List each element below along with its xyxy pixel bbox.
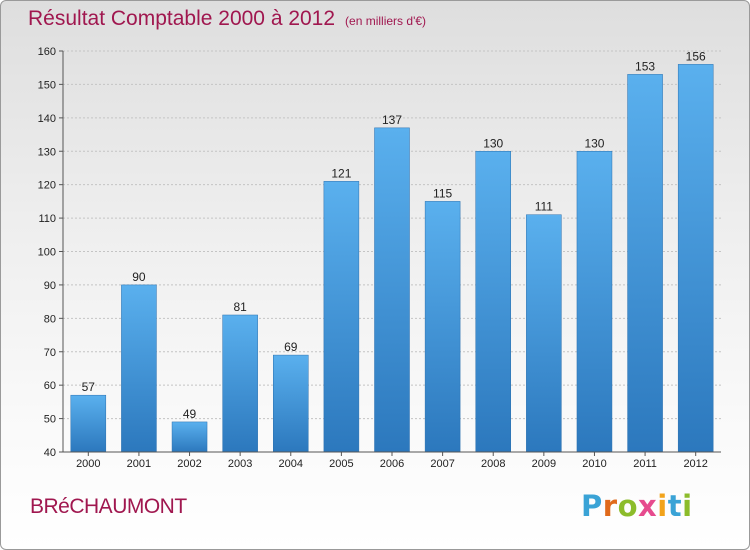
proxiti-logo: Proxiti xyxy=(581,489,693,523)
x-tick-label: 2003 xyxy=(228,458,252,470)
y-axis: 40 50 60 70 80 90 100 110 120 130 140 150 160 xyxy=(38,46,64,459)
y-tick-label: 70 xyxy=(44,347,56,359)
bar-2012 xyxy=(677,64,714,453)
x-tick-label: 2005 xyxy=(329,458,353,470)
bar-2008 xyxy=(475,151,511,453)
value-label: 137 xyxy=(382,113,402,127)
value-label: 121 xyxy=(331,166,351,180)
y-tick-label: 90 xyxy=(44,280,56,292)
value-label: 69 xyxy=(284,340,298,354)
value-label: 153 xyxy=(635,59,655,73)
x-axis: 2000 2001 2002 2003 2004 2005 2006 2007 2008 2009… xyxy=(63,451,721,470)
y-tick-label: 120 xyxy=(38,180,56,192)
value-label: 81 xyxy=(233,300,247,314)
x-tick-label: 2002 xyxy=(177,458,201,470)
logo-letter: i xyxy=(682,489,693,523)
bar-2005 xyxy=(323,181,360,453)
x-tick-label: 2007 xyxy=(430,458,454,470)
bar-2009 xyxy=(526,214,562,453)
x-tick-label: 2000 xyxy=(76,458,100,470)
value-label: 156 xyxy=(686,49,706,63)
x-tick-label: 2006 xyxy=(380,458,404,470)
bar-2002 xyxy=(171,421,208,453)
y-tick-label: 80 xyxy=(44,313,56,325)
chart-subtitle: (en milliers d'€) xyxy=(345,14,427,28)
bar-2010 xyxy=(576,151,613,453)
bar-2001 xyxy=(121,284,157,453)
y-tick-label: 140 xyxy=(38,113,56,125)
logo-letter: o xyxy=(617,489,639,523)
value-label: 90 xyxy=(132,270,146,284)
value-label: 130 xyxy=(483,136,503,150)
y-tick-label: 160 xyxy=(38,46,56,58)
x-tick-label: 2011 xyxy=(633,458,657,470)
y-tick-label: 50 xyxy=(44,414,56,426)
logo-letter: t xyxy=(667,489,683,523)
bars: 57 90 49 81 69 121 137 115 130 111 130 153 156 xyxy=(70,49,714,453)
x-tick-label: 2004 xyxy=(279,458,303,470)
bar-2006 xyxy=(374,127,410,453)
bar-2000 xyxy=(70,394,107,453)
y-tick-label: 110 xyxy=(38,213,56,225)
y-tick-label: 150 xyxy=(38,79,56,91)
chart-title: Résultat Comptable 2000 à 2012 (en millie… xyxy=(28,7,426,31)
town-name: BRéCHAUMONT xyxy=(30,495,187,518)
bar-2004 xyxy=(273,354,309,453)
value-label: 49 xyxy=(183,407,197,421)
logo-letter: r xyxy=(602,489,618,523)
bar-2011 xyxy=(627,74,663,453)
bar-2003 xyxy=(222,314,258,453)
y-tick-label: 40 xyxy=(44,447,56,459)
title-text: Résultat Comptable 2000 à 2012 xyxy=(28,7,336,30)
bar-2007 xyxy=(424,201,461,453)
value-label: 111 xyxy=(535,200,554,214)
x-tick-label: 2010 xyxy=(582,458,606,470)
x-tick-label: 2012 xyxy=(683,458,707,470)
value-label: 57 xyxy=(82,380,96,394)
logo-letter: P xyxy=(581,489,603,523)
y-tick-label: 130 xyxy=(38,146,56,158)
value-label: 130 xyxy=(584,136,604,150)
y-tick-label: 60 xyxy=(44,380,56,392)
logo-letter: i xyxy=(657,489,668,523)
logo-letter: x xyxy=(638,489,658,523)
x-tick-label: 2001 xyxy=(127,458,151,470)
x-tick-label: 2009 xyxy=(532,458,556,470)
y-tick-label: 100 xyxy=(38,247,56,259)
x-tick-label: 2008 xyxy=(481,458,505,470)
value-label: 115 xyxy=(433,186,452,200)
